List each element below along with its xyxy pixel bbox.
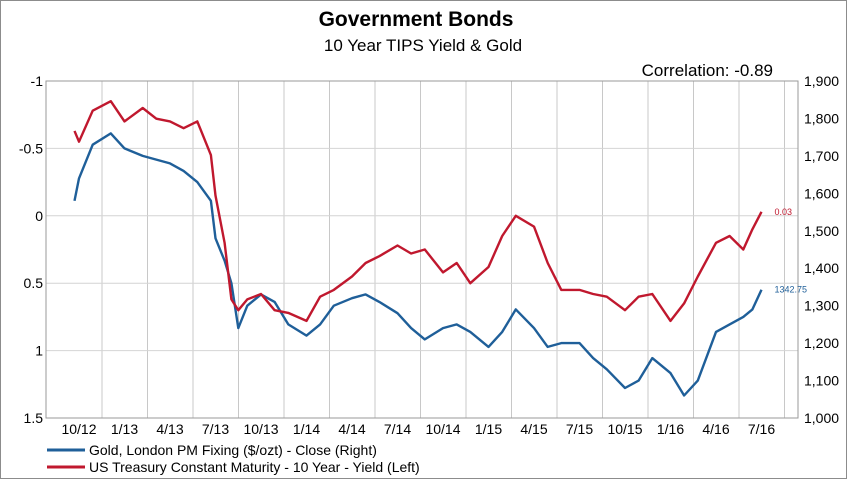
x-tick-label: 1/15 bbox=[475, 421, 502, 437]
x-tick-label: 4/14 bbox=[338, 421, 365, 437]
tips-end-label: 0.03 bbox=[775, 207, 793, 217]
left-tick-label: 0.5 bbox=[24, 275, 44, 291]
tips-yield-series-line bbox=[73, 99, 763, 323]
x-tick-label: 1/16 bbox=[657, 421, 684, 437]
x-tick-label: 4/13 bbox=[156, 421, 183, 437]
right-tick-label: 1,800 bbox=[804, 110, 839, 126]
right-tick-label: 1,100 bbox=[804, 373, 839, 389]
right-tick-label: 1,000 bbox=[804, 410, 839, 426]
x-tick-label: 10/12 bbox=[61, 421, 96, 437]
x-tick-label: 7/13 bbox=[202, 421, 229, 437]
x-tick-label: 10/13 bbox=[243, 421, 278, 437]
correlation-annotation: Correlation: -0.89 bbox=[642, 61, 773, 80]
right-tick-label: 1,400 bbox=[804, 260, 839, 276]
x-tick-label: 4/15 bbox=[520, 421, 547, 437]
x-tick-label: 7/15 bbox=[566, 421, 593, 437]
left-tick-label: -0.5 bbox=[19, 140, 43, 156]
right-tick-label: 1,200 bbox=[804, 335, 839, 351]
x-tick-label: 1/14 bbox=[293, 421, 320, 437]
left-tick-label: 1 bbox=[35, 343, 43, 359]
right-tick-label: 1,300 bbox=[804, 298, 839, 314]
x-tick-label: 10/14 bbox=[425, 421, 460, 437]
chart-title: Government Bonds bbox=[319, 8, 514, 31]
series-layer bbox=[73, 99, 763, 397]
right-tick-label: 1,500 bbox=[804, 223, 839, 239]
chart-subtitle: 10 Year TIPS Yield & Gold bbox=[324, 36, 522, 55]
x-tick-label: 4/16 bbox=[702, 421, 729, 437]
right-tick-label: 1,600 bbox=[804, 185, 839, 201]
left-tick-label: 1.5 bbox=[24, 410, 44, 426]
x-tick-label: 7/16 bbox=[748, 421, 775, 437]
x-tick-label: 1/13 bbox=[111, 421, 138, 437]
left-tick-label: -1 bbox=[31, 73, 44, 89]
legend-label-tips: US Treasury Constant Maturity - 10 Year … bbox=[89, 459, 420, 475]
gold-price-series-line bbox=[73, 132, 763, 397]
plot-area bbox=[45, 80, 799, 419]
x-axis: 10/12 1/13 4/13 7/13 10/13 1/14 4/14 7/14 10/14 1… bbox=[61, 421, 775, 437]
legend-label-gold: Gold, London PM Fixing ($/ozt) - Close (… bbox=[89, 442, 377, 458]
left-axis: -1 -0.5 0 0.5 1 1.5 bbox=[19, 73, 43, 426]
left-tick-label: 0 bbox=[35, 208, 43, 224]
right-axis: 1,900 1,800 1,700 1,600 1,500 1,400 1,300 1,200… bbox=[804, 73, 839, 426]
right-tick-label: 1,700 bbox=[804, 148, 839, 164]
legend: Gold, London PM Fixing ($/ozt) - Close (… bbox=[47, 442, 420, 475]
end-labels: 1342.75 0.03 bbox=[775, 207, 808, 295]
right-tick-label: 1,900 bbox=[804, 73, 839, 89]
gold-end-label: 1342.75 bbox=[775, 285, 808, 295]
x-tick-label: 7/14 bbox=[384, 421, 411, 437]
x-tick-label: 10/15 bbox=[607, 421, 642, 437]
